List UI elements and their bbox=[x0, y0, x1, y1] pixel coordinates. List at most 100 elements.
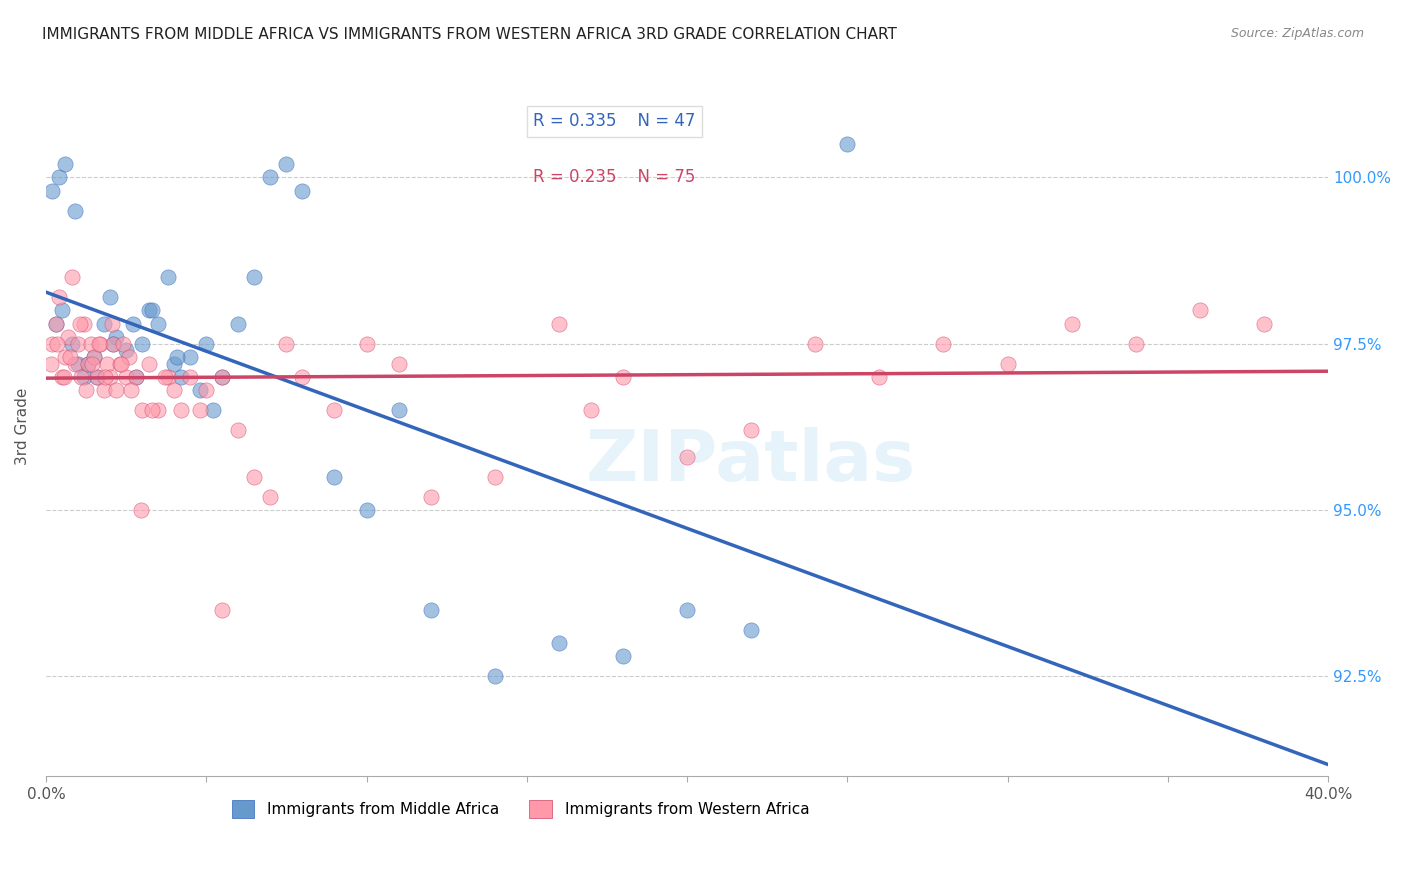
Text: R = 0.335    N = 47: R = 0.335 N = 47 bbox=[533, 112, 696, 130]
Point bbox=[41, 336, 63, 351]
Point bbox=[484, 669, 506, 683]
Point bbox=[153, 370, 176, 384]
Point bbox=[94, 370, 117, 384]
Point bbox=[169, 403, 191, 417]
Point bbox=[179, 370, 201, 384]
Point bbox=[276, 336, 298, 351]
Point bbox=[125, 370, 148, 384]
Point bbox=[48, 290, 70, 304]
Point bbox=[259, 490, 281, 504]
Point bbox=[63, 203, 86, 218]
Point bbox=[108, 357, 131, 371]
Point bbox=[46, 336, 69, 351]
Point bbox=[163, 383, 186, 397]
Point bbox=[87, 336, 110, 351]
Point bbox=[211, 603, 233, 617]
Point bbox=[740, 423, 762, 437]
Point bbox=[226, 423, 249, 437]
Point bbox=[356, 336, 378, 351]
Point bbox=[387, 403, 409, 417]
Point bbox=[83, 350, 105, 364]
Point bbox=[276, 157, 298, 171]
Point bbox=[195, 383, 218, 397]
Point bbox=[111, 336, 134, 351]
Point bbox=[41, 184, 63, 198]
Point bbox=[868, 370, 890, 384]
Point bbox=[89, 336, 111, 351]
Point bbox=[48, 170, 70, 185]
Point bbox=[156, 270, 179, 285]
Point bbox=[837, 136, 859, 151]
Point bbox=[60, 270, 83, 285]
Point bbox=[1188, 303, 1211, 318]
Point bbox=[323, 403, 346, 417]
Text: Source: ZipAtlas.com: Source: ZipAtlas.com bbox=[1230, 27, 1364, 40]
Point bbox=[58, 330, 80, 344]
Point bbox=[82, 357, 104, 371]
Point bbox=[86, 370, 108, 384]
Point bbox=[60, 336, 83, 351]
Point bbox=[484, 469, 506, 483]
Point bbox=[118, 350, 141, 364]
Point bbox=[612, 649, 634, 664]
Point bbox=[291, 370, 314, 384]
Point bbox=[96, 357, 118, 371]
Point bbox=[73, 370, 96, 384]
Point bbox=[356, 503, 378, 517]
Point bbox=[141, 403, 163, 417]
Point bbox=[547, 317, 569, 331]
Point bbox=[98, 290, 121, 304]
Point bbox=[804, 336, 827, 351]
Point bbox=[105, 383, 128, 397]
Point bbox=[579, 403, 602, 417]
Point bbox=[63, 357, 86, 371]
Point bbox=[166, 350, 188, 364]
Point bbox=[110, 357, 132, 371]
Point bbox=[52, 370, 75, 384]
Point bbox=[105, 330, 128, 344]
Point bbox=[66, 336, 89, 351]
Point bbox=[131, 336, 153, 351]
Point bbox=[138, 303, 160, 318]
Point bbox=[419, 603, 441, 617]
Point bbox=[103, 336, 125, 351]
Point bbox=[146, 317, 169, 331]
Point bbox=[1060, 317, 1083, 331]
Point bbox=[259, 170, 281, 185]
Point bbox=[75, 383, 97, 397]
Point bbox=[51, 370, 73, 384]
Point bbox=[291, 184, 314, 198]
Point bbox=[676, 450, 699, 464]
Point bbox=[131, 403, 153, 417]
Point bbox=[93, 317, 115, 331]
Point bbox=[163, 357, 186, 371]
Point bbox=[83, 350, 105, 364]
Point bbox=[51, 303, 73, 318]
Point bbox=[86, 370, 108, 384]
Point bbox=[76, 357, 98, 371]
Point bbox=[188, 383, 211, 397]
Point bbox=[129, 503, 152, 517]
Point bbox=[45, 317, 67, 331]
Point bbox=[93, 383, 115, 397]
Point bbox=[419, 490, 441, 504]
Point bbox=[169, 370, 191, 384]
Point bbox=[76, 357, 98, 371]
Point bbox=[997, 357, 1019, 371]
Text: R = 0.235    N = 75: R = 0.235 N = 75 bbox=[533, 169, 696, 186]
Point bbox=[121, 317, 143, 331]
Point bbox=[547, 636, 569, 650]
Point bbox=[98, 370, 121, 384]
Point bbox=[612, 370, 634, 384]
Point bbox=[156, 370, 179, 384]
Point bbox=[201, 403, 224, 417]
Point bbox=[179, 350, 201, 364]
Point bbox=[211, 370, 233, 384]
Point bbox=[115, 343, 138, 358]
Point bbox=[188, 403, 211, 417]
Point bbox=[73, 317, 96, 331]
Text: ZIPatlas: ZIPatlas bbox=[586, 427, 917, 496]
Point bbox=[387, 357, 409, 371]
Point bbox=[138, 357, 160, 371]
Point bbox=[59, 350, 82, 364]
